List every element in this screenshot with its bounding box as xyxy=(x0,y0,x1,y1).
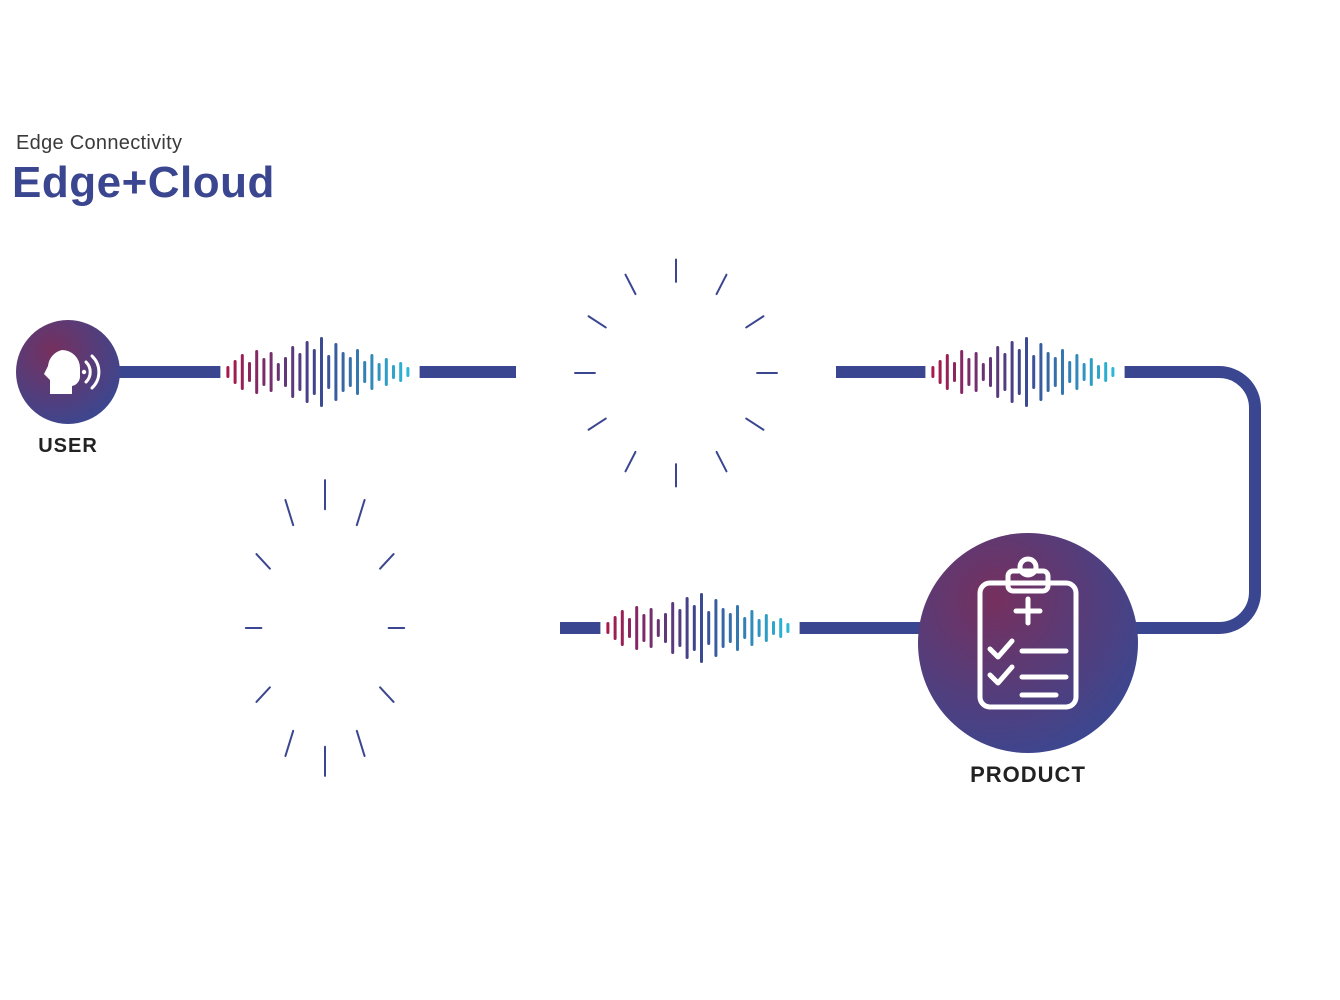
diagram-svg xyxy=(0,0,1340,1000)
quote-user-bg xyxy=(516,318,836,428)
quote-product-bg xyxy=(90,548,560,708)
product-node xyxy=(918,533,1138,753)
speaking-head-icon xyxy=(44,350,99,394)
